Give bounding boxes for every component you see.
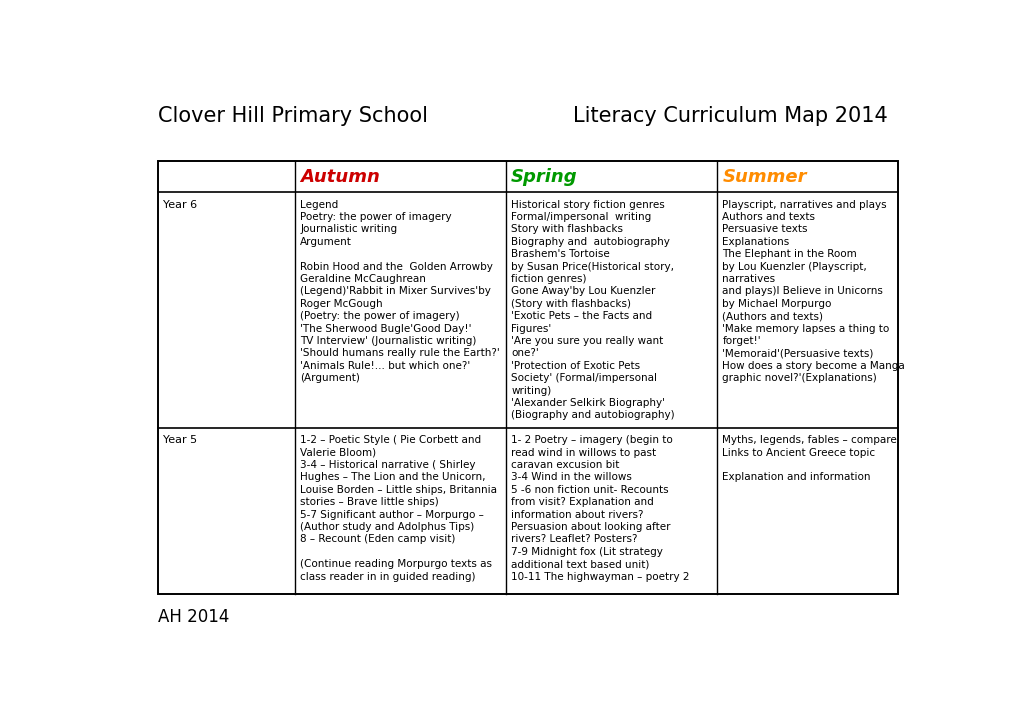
Text: Year 6: Year 6 xyxy=(163,199,197,210)
Text: Legend
Poetry: the power of imagery
Journalistic writing
Argument

Robin Hood an: Legend Poetry: the power of imagery Jour… xyxy=(300,199,499,383)
Text: Spring: Spring xyxy=(511,168,577,186)
Text: AH 2014: AH 2014 xyxy=(157,608,228,626)
Text: Myths, legends, fables – compare
Links to Ancient Greece topic

Explanation and : Myths, legends, fables – compare Links t… xyxy=(721,436,896,482)
Bar xyxy=(157,161,898,594)
Text: Year 5: Year 5 xyxy=(163,436,197,445)
Text: 1- 2 Poetry – imagery (begin to
read wind in willows to past
caravan excusion bi: 1- 2 Poetry – imagery (begin to read win… xyxy=(511,436,689,582)
Text: Literacy Curriculum Map 2014: Literacy Curriculum Map 2014 xyxy=(573,106,888,126)
Text: Playscript, narratives and plays
Authors and texts
Persuasive texts
Explanations: Playscript, narratives and plays Authors… xyxy=(721,199,904,383)
Text: Autumn: Autumn xyxy=(300,168,380,186)
Text: Summer: Summer xyxy=(721,168,806,186)
Text: Clover Hill Primary School: Clover Hill Primary School xyxy=(157,106,427,126)
Text: 1-2 – Poetic Style ( Pie Corbett and
Valerie Bloom)
3-4 – Historical narrative (: 1-2 – Poetic Style ( Pie Corbett and Val… xyxy=(300,436,496,582)
Text: Historical story fiction genres
Formal/impersonal  writing
Story with flashbacks: Historical story fiction genres Formal/i… xyxy=(511,199,675,420)
